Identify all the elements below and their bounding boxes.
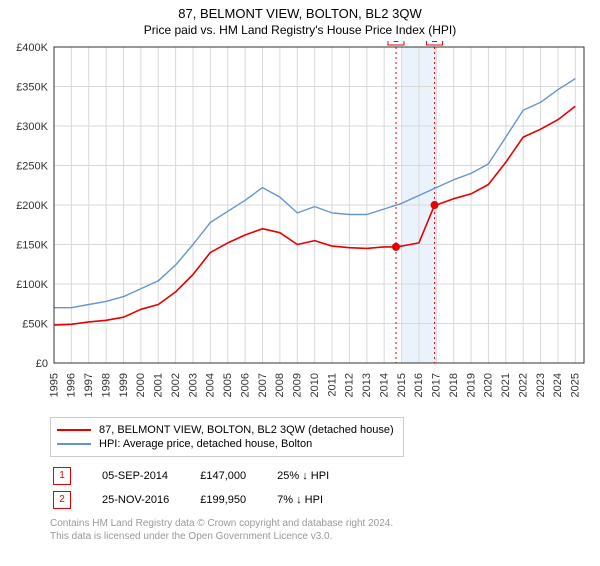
svg-text:2019: 2019 (465, 373, 477, 397)
svg-text:£250K: £250K (16, 161, 48, 173)
svg-text:£100K: £100K (16, 279, 48, 291)
sale-row: 2 25-NOV-2016£199,9507% ↓ HPI (52, 489, 357, 511)
svg-text:2007: 2007 (257, 373, 269, 397)
svg-text:£400K: £400K (16, 42, 48, 54)
svg-text:2014: 2014 (378, 373, 390, 397)
sale-marker-badge: 1 (53, 467, 71, 485)
svg-text:2015: 2015 (396, 373, 408, 397)
legend: 87, BELMONT VIEW, BOLTON, BL2 3QW (detac… (50, 417, 404, 457)
svg-text:2018: 2018 (448, 373, 460, 397)
svg-text:2000: 2000 (135, 373, 147, 397)
chart-subtitle: Price paid vs. HM Land Registry's House … (0, 23, 600, 37)
svg-text:2008: 2008 (274, 373, 286, 397)
attribution-line: Contains HM Land Registry data © Crown c… (50, 517, 600, 530)
svg-text:2009: 2009 (292, 373, 304, 397)
sale-date: 05-SEP-2014 (101, 465, 197, 487)
attribution-line: This data is licensed under the Open Gov… (50, 530, 600, 543)
svg-text:2013: 2013 (361, 373, 373, 397)
svg-text:2005: 2005 (222, 373, 234, 397)
svg-text:1997: 1997 (83, 373, 95, 397)
svg-text:2023: 2023 (535, 373, 547, 397)
sale-date: 25-NOV-2016 (101, 489, 197, 511)
svg-text:2003: 2003 (187, 373, 199, 397)
sale-price: £147,000 (199, 465, 274, 487)
svg-text:2006: 2006 (239, 373, 251, 397)
svg-text:1: 1 (393, 41, 399, 45)
chart-area: £0 £50K £100K £150K £200K £250K £300K £350K £400… (10, 41, 590, 411)
legend-label: HPI: Average price, detached house, Bolt… (99, 438, 312, 450)
sale-delta: 25% ↓ HPI (276, 465, 357, 487)
chart-title: 87, BELMONT VIEW, BOLTON, BL2 3QW (0, 6, 600, 21)
legend-label: 87, BELMONT VIEW, BOLTON, BL2 3QW (detac… (99, 424, 394, 436)
svg-text:2024: 2024 (552, 373, 564, 397)
sales-table: 1 05-SEP-2014£147,00025% ↓ HPI 2 25-NOV-201… (50, 463, 359, 513)
svg-text:2001: 2001 (153, 373, 165, 397)
svg-text:1996: 1996 (66, 373, 78, 397)
svg-text:£150K: £150K (16, 240, 48, 252)
sale-row: 1 05-SEP-2014£147,00025% ↓ HPI (52, 465, 357, 487)
svg-text:2: 2 (431, 41, 437, 45)
legend-item: 87, BELMONT VIEW, BOLTON, BL2 3QW (detac… (57, 424, 397, 436)
svg-text:1998: 1998 (100, 373, 112, 397)
svg-text:2012: 2012 (344, 373, 356, 397)
svg-text:2020: 2020 (483, 373, 495, 397)
svg-text:£300K: £300K (16, 121, 48, 133)
svg-text:£0: £0 (36, 358, 48, 370)
svg-text:£350K: £350K (16, 82, 48, 94)
svg-text:2017: 2017 (431, 373, 443, 397)
sale-marker-badge: 2 (53, 491, 71, 509)
svg-text:£200K: £200K (16, 200, 48, 212)
svg-text:2022: 2022 (517, 373, 529, 397)
svg-text:1999: 1999 (118, 373, 130, 397)
legend-swatch (57, 443, 91, 445)
svg-text:2004: 2004 (205, 373, 217, 397)
legend-item: HPI: Average price, detached house, Bolt… (57, 438, 397, 450)
svg-text:2025: 2025 (570, 373, 582, 397)
attribution: Contains HM Land Registry data © Crown c… (50, 517, 600, 543)
svg-text:2002: 2002 (170, 373, 182, 397)
svg-text:2011: 2011 (326, 373, 338, 397)
svg-text:1995: 1995 (48, 373, 60, 397)
legend-swatch (57, 429, 91, 431)
svg-text:2021: 2021 (500, 373, 512, 397)
svg-text:£50K: £50K (22, 319, 48, 331)
svg-text:2016: 2016 (413, 373, 425, 397)
sale-price: £199,950 (199, 489, 274, 511)
sale-delta: 7% ↓ HPI (276, 489, 357, 511)
svg-text:2010: 2010 (309, 373, 321, 397)
